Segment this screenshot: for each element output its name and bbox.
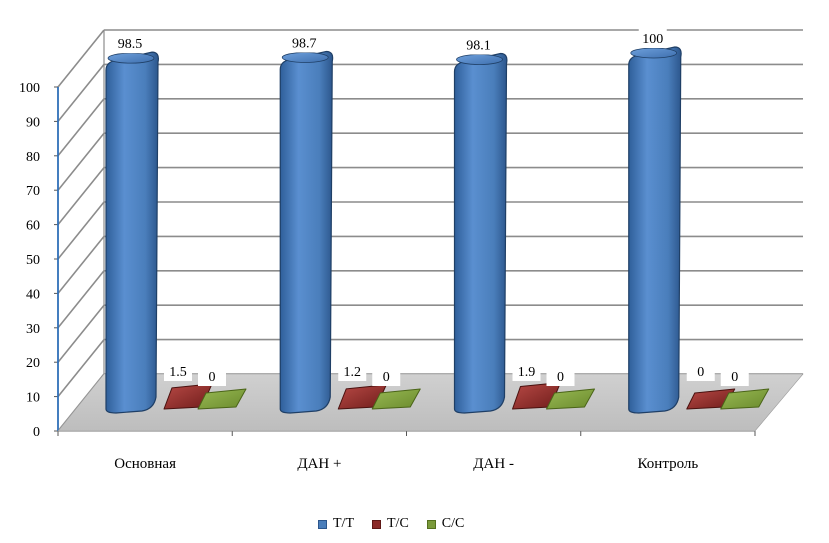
legend-label-tt: T/T bbox=[333, 516, 354, 531]
y-tick-label: 90 bbox=[26, 115, 40, 130]
gridline-side bbox=[57, 235, 105, 294]
bar-top bbox=[281, 52, 329, 63]
data-label-bg bbox=[720, 367, 749, 386]
y-tick-label: 40 bbox=[26, 287, 40, 302]
data-label: 0 bbox=[731, 370, 738, 385]
x-tick-label: Основная bbox=[114, 456, 176, 472]
bar-body bbox=[720, 388, 770, 410]
bar-cc bbox=[371, 388, 421, 410]
bar-body bbox=[628, 46, 682, 414]
data-label: 0 bbox=[383, 370, 390, 385]
data-label: 98.5 bbox=[118, 37, 143, 52]
x-tick-label: ДАН + bbox=[297, 456, 341, 472]
data-label-bg bbox=[546, 367, 575, 386]
legend-label-cc: C/C bbox=[441, 516, 465, 531]
bar-body bbox=[279, 50, 334, 414]
data-label: 1.9 bbox=[518, 365, 536, 380]
legend-swatch-tc bbox=[372, 519, 381, 529]
bar-tt bbox=[105, 51, 159, 414]
y-tick-label: 20 bbox=[26, 356, 40, 371]
data-label: 98.7 bbox=[292, 36, 317, 51]
data-label: 0 bbox=[697, 365, 704, 380]
gridline-side bbox=[57, 201, 105, 260]
legend-item-tc: T/C bbox=[372, 516, 409, 532]
y-tick-label: 10 bbox=[26, 391, 40, 406]
bar-tt bbox=[628, 46, 682, 414]
data-label: 1.2 bbox=[344, 365, 362, 380]
bar-tt bbox=[279, 50, 334, 414]
bar-cc bbox=[197, 388, 247, 410]
bar-body bbox=[197, 388, 247, 410]
gridline-side bbox=[57, 270, 105, 329]
y-tick-label: 0 bbox=[33, 425, 40, 440]
data-label-bg bbox=[164, 362, 192, 381]
data-label-bg bbox=[638, 29, 667, 48]
gridline-side bbox=[57, 29, 105, 88]
x-tick-label: ДАН - bbox=[473, 456, 514, 472]
data-label: 0 bbox=[209, 370, 216, 385]
gridline-side bbox=[57, 339, 105, 398]
data-label-bg bbox=[116, 34, 144, 54]
legend-swatch-tt bbox=[318, 519, 327, 529]
y-tick-label: 60 bbox=[26, 219, 40, 234]
data-label-bg bbox=[464, 35, 493, 55]
x-tick-label: Контроль bbox=[638, 456, 699, 472]
legend: T/T T/C C/C bbox=[318, 516, 464, 532]
bar-top bbox=[630, 47, 678, 59]
gridline-side bbox=[57, 132, 105, 191]
bar-top bbox=[107, 52, 155, 64]
bar-top bbox=[456, 54, 503, 65]
data-label-bg bbox=[198, 367, 226, 386]
gridline-side bbox=[57, 98, 105, 157]
data-label: 0 bbox=[557, 370, 564, 385]
data-label-bg bbox=[512, 362, 541, 381]
y-tick-label: 100 bbox=[19, 81, 40, 96]
legend-item-tt: T/T bbox=[318, 516, 354, 532]
y-tick-label: 50 bbox=[26, 253, 40, 268]
data-label-bg bbox=[372, 367, 401, 386]
gridline-side bbox=[57, 167, 105, 226]
y-tick-label: 80 bbox=[26, 150, 40, 165]
bar-cc bbox=[546, 388, 595, 410]
bar-body bbox=[546, 388, 595, 410]
data-label-bg bbox=[686, 362, 715, 381]
gridline-side bbox=[57, 304, 105, 363]
bar-body bbox=[371, 388, 421, 410]
chart-floor bbox=[57, 373, 804, 432]
y-tick-label: 30 bbox=[26, 322, 40, 337]
data-label: 98.1 bbox=[466, 39, 491, 54]
bar-cc bbox=[720, 388, 770, 410]
legend-swatch-cc bbox=[426, 519, 436, 529]
data-label: 100 bbox=[642, 32, 663, 47]
legend-label-tc: T/C bbox=[387, 516, 409, 531]
y-tick-label: 70 bbox=[26, 184, 40, 199]
data-label-bg bbox=[338, 362, 367, 381]
gridline-side bbox=[57, 63, 105, 122]
data-label-bg bbox=[290, 33, 319, 53]
bar-body bbox=[453, 52, 508, 414]
bar-body bbox=[105, 51, 159, 414]
data-label: 1.5 bbox=[169, 365, 187, 380]
bar-tt bbox=[453, 52, 508, 414]
legend-item-cc: C/C bbox=[426, 516, 465, 532]
